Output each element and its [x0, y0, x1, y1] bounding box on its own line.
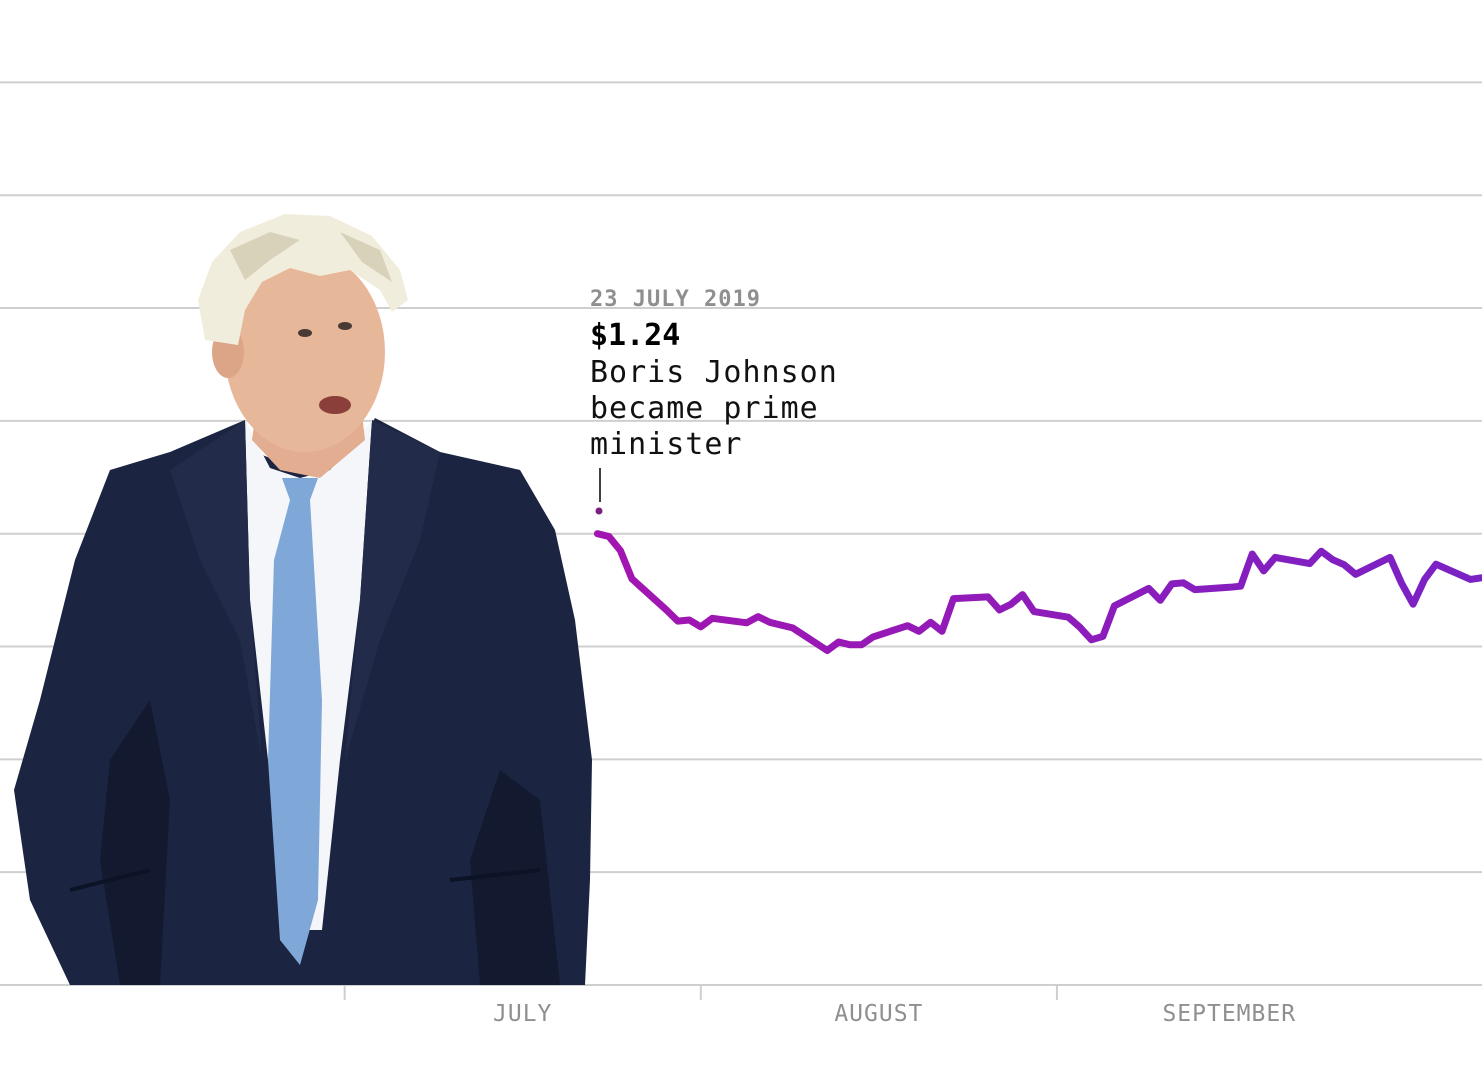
portrait-lapel-left [170, 420, 262, 760]
annotation-line-2: became prime [590, 391, 819, 426]
portrait-hair-shade [230, 232, 392, 282]
portrait-mouth [319, 396, 351, 414]
portrait-pocket-right [449, 868, 541, 882]
annotation: 23 JULY 2019 $1.24 Boris Johnson became … [590, 287, 838, 515]
annotation-line-1: Boris Johnson [590, 355, 838, 390]
portrait-lapel-right [345, 420, 440, 760]
portrait-eye-right [338, 322, 352, 330]
portrait-photo [14, 214, 592, 985]
annotation-line-3: minister [590, 427, 743, 462]
portrait-pocket-left [69, 868, 151, 892]
x-axis-ticks: JULY AUGUST SEPTEMBER [343, 985, 1296, 1027]
portrait-eye-left [298, 329, 312, 337]
x-tick-label: AUGUST [834, 1001, 923, 1027]
portrait-suit-shadow [100, 700, 560, 985]
annotation-marker-dot [595, 507, 603, 515]
x-tick-label: SEPTEMBER [1162, 1001, 1296, 1027]
annotation-value: $1.24 [590, 318, 680, 353]
series-line [593, 530, 1482, 654]
x-tick-label: JULY [493, 1001, 552, 1027]
portrait-tie [268, 478, 322, 965]
annotation-date: 23 JULY 2019 [590, 287, 761, 312]
